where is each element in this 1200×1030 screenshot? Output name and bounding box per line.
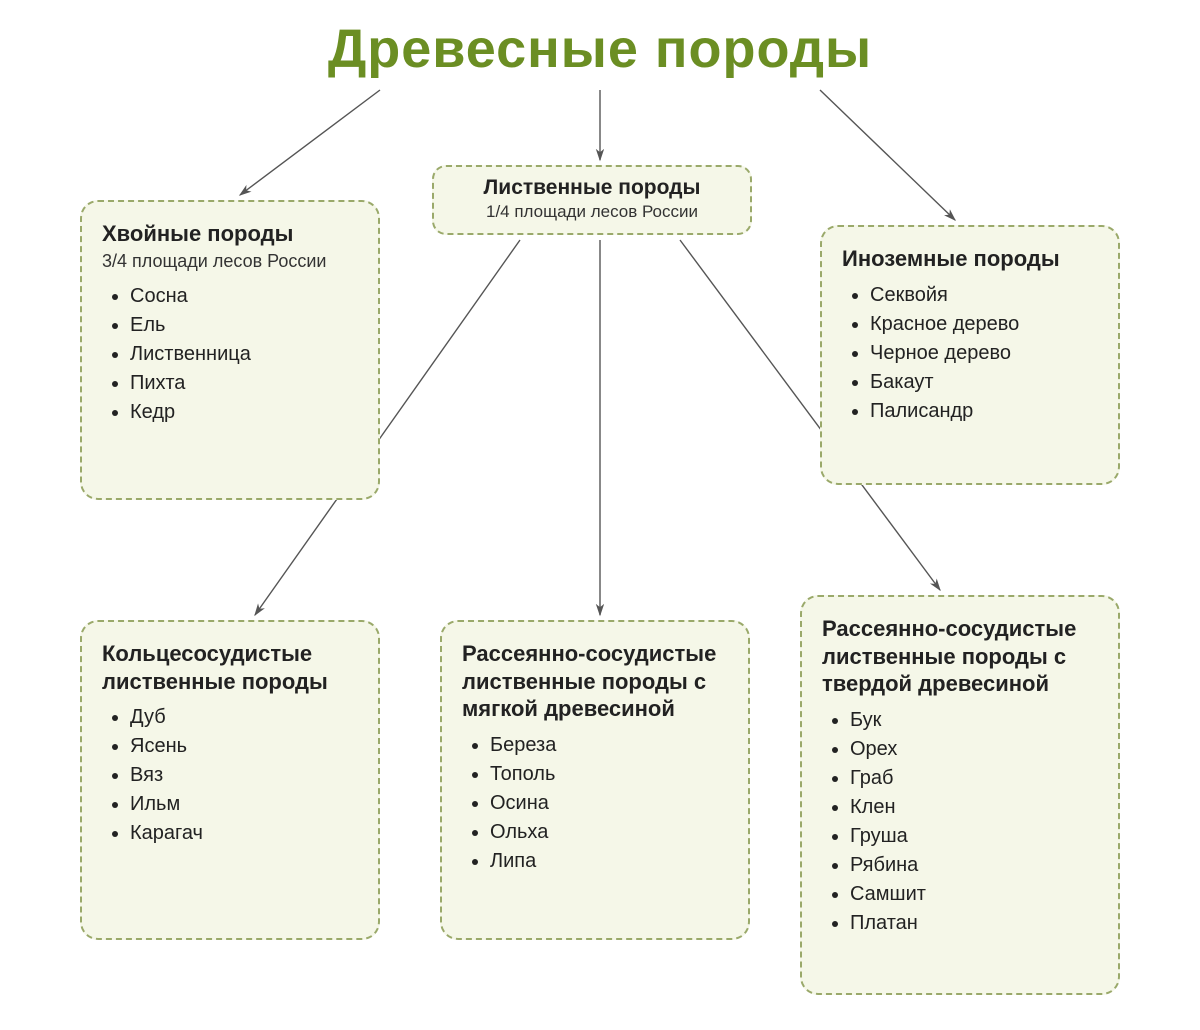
node-ring-porous: Кольцесосудистые лиственные породы Дуб Я…: [80, 620, 380, 940]
node-item-list: Береза Тополь Осина Ольха Липа: [462, 731, 728, 876]
list-item: Береза: [490, 731, 728, 760]
node-title: Рассеянно-сосудистые лиственные породы с…: [462, 640, 728, 723]
edge-arrow: [240, 90, 380, 195]
node-diffuse-hard: Рассеянно-сосудистые лиственные породы с…: [800, 595, 1120, 995]
diagram-title: Древесные породы: [0, 18, 1200, 80]
list-item: Ель: [130, 311, 358, 340]
list-item: Рябина: [850, 851, 1098, 880]
node-item-list: Бук Орех Граб Клен Груша Рябина Самшит П…: [822, 706, 1098, 938]
list-item: Пихта: [130, 369, 358, 398]
node-title: Хвойные породы: [102, 220, 358, 248]
node-item-list: Дуб Ясень Вяз Ильм Карагач: [102, 703, 358, 848]
list-item: Ольха: [490, 818, 728, 847]
node-deciduous: Лиственные породы 1/4 площади лесов Росс…: [432, 165, 752, 235]
node-item-list: Секвойя Красное дерево Черное дерево Бак…: [842, 281, 1098, 426]
list-item: Палисандр: [870, 397, 1098, 426]
list-item: Карагач: [130, 819, 358, 848]
list-item: Секвойя: [870, 281, 1098, 310]
list-item: Бук: [850, 706, 1098, 735]
node-subtitle: 1/4 площади лесов России: [450, 201, 734, 222]
list-item: Красное дерево: [870, 310, 1098, 339]
list-item: Дуб: [130, 703, 358, 732]
list-item: Вяз: [130, 761, 358, 790]
node-subtitle: 3/4 площади лесов России: [102, 250, 358, 273]
list-item: Груша: [850, 822, 1098, 851]
list-item: Лиственница: [130, 340, 358, 369]
node-title: Рассеянно-сосудистые лиственные породы с…: [822, 615, 1098, 698]
node-title: Иноземные породы: [842, 245, 1098, 273]
list-item: Граб: [850, 764, 1098, 793]
list-item: Ильм: [130, 790, 358, 819]
list-item: Кедр: [130, 398, 358, 427]
node-title: Лиственные породы: [450, 175, 734, 201]
node-coniferous: Хвойные породы 3/4 площади лесов России …: [80, 200, 380, 500]
edge-arrow: [820, 90, 955, 220]
list-item: Самшит: [850, 880, 1098, 909]
list-item: Сосна: [130, 282, 358, 311]
list-item: Клен: [850, 793, 1098, 822]
node-title: Кольцесосудистые лиственные породы: [102, 640, 358, 695]
node-item-list: Сосна Ель Лиственница Пихта Кедр: [102, 282, 358, 427]
node-foreign: Иноземные породы Секвойя Красное дерево …: [820, 225, 1120, 485]
list-item: Липа: [490, 847, 728, 876]
list-item: Бакаут: [870, 368, 1098, 397]
diagram-canvas: Древесные породы Хвойные породы 3/4 площ…: [0, 0, 1200, 1030]
list-item: Платан: [850, 909, 1098, 938]
list-item: Осина: [490, 789, 728, 818]
list-item: Ясень: [130, 732, 358, 761]
list-item: Черное дерево: [870, 339, 1098, 368]
node-diffuse-soft: Рассеянно-сосудистые лиственные породы с…: [440, 620, 750, 940]
list-item: Тополь: [490, 760, 728, 789]
list-item: Орех: [850, 735, 1098, 764]
